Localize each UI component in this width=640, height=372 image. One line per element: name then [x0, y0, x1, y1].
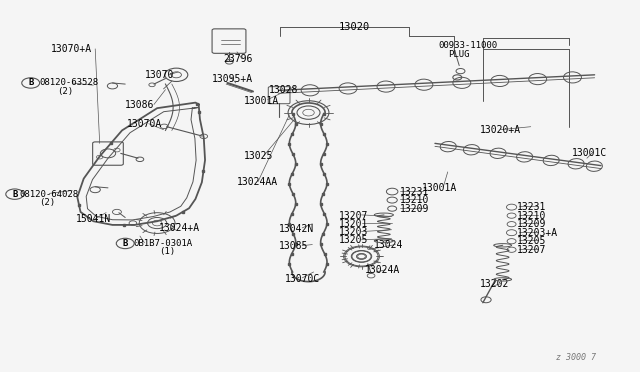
Text: 13070: 13070: [145, 70, 173, 80]
Text: 13085: 13085: [278, 241, 308, 251]
Text: 13201: 13201: [339, 219, 369, 229]
Text: 13210: 13210: [400, 195, 429, 205]
Text: 13024: 13024: [374, 240, 404, 250]
Text: (1): (1): [159, 247, 175, 256]
Text: (2): (2): [39, 198, 55, 207]
Text: B: B: [28, 78, 33, 87]
Text: 13231: 13231: [400, 187, 429, 196]
Text: 13207: 13207: [516, 245, 546, 255]
Text: 13207: 13207: [339, 211, 369, 221]
Text: 13024+A: 13024+A: [159, 222, 200, 232]
Text: 13024A: 13024A: [365, 266, 400, 276]
Text: 13020+A: 13020+A: [479, 125, 521, 135]
Text: 13001A: 13001A: [243, 96, 278, 106]
Text: 13209: 13209: [400, 203, 429, 214]
Text: 13210: 13210: [516, 211, 546, 221]
Text: (2): (2): [57, 87, 73, 96]
Text: 13001A: 13001A: [422, 183, 458, 193]
Text: B: B: [122, 239, 128, 248]
Text: 0B1B7-0301A: 0B1B7-0301A: [134, 239, 193, 248]
Text: 00933-11000: 00933-11000: [438, 41, 497, 50]
Text: 13020: 13020: [339, 22, 371, 32]
Text: 08120-63528: 08120-63528: [39, 78, 98, 87]
Text: 13231: 13231: [516, 202, 546, 212]
Text: 13202: 13202: [479, 279, 509, 289]
Text: 13042N: 13042N: [278, 224, 314, 234]
Text: 13203+A: 13203+A: [516, 228, 558, 238]
Text: 13205: 13205: [516, 236, 546, 246]
Text: 13070+A: 13070+A: [51, 44, 92, 54]
Text: 08120-64028: 08120-64028: [20, 190, 79, 199]
Text: 13070C: 13070C: [285, 274, 320, 284]
Text: 13024AA: 13024AA: [237, 177, 278, 187]
Text: 13025: 13025: [243, 151, 273, 161]
Text: PLUG: PLUG: [448, 50, 469, 59]
Text: 13095+A: 13095+A: [211, 74, 253, 84]
Text: 13086: 13086: [125, 100, 155, 110]
Text: 13203: 13203: [339, 227, 369, 237]
Text: z 3000 7: z 3000 7: [556, 353, 596, 362]
Text: 13028: 13028: [269, 86, 298, 95]
Text: 13070A: 13070A: [127, 119, 162, 129]
Text: 23796: 23796: [223, 54, 252, 64]
Text: 13001C: 13001C: [572, 148, 607, 158]
Text: 15041N: 15041N: [76, 214, 111, 224]
Text: 13209: 13209: [516, 219, 546, 229]
Text: 13205: 13205: [339, 235, 369, 246]
Text: B: B: [12, 190, 17, 199]
